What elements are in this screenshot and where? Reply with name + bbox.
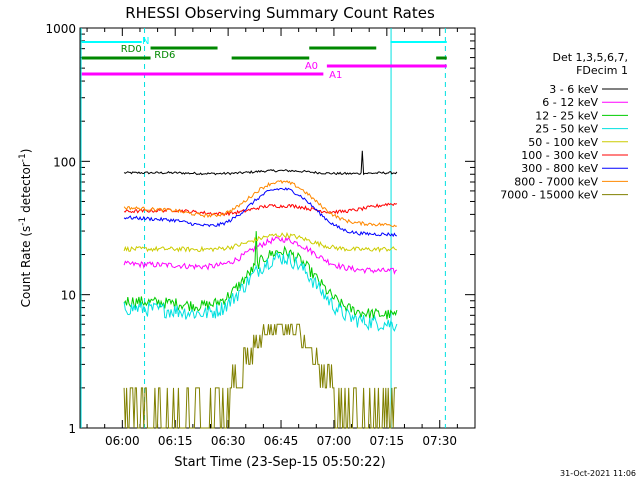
flag-label-a0: A0 [305, 61, 318, 72]
svg-text:Count Rate (s-1 detector-1): Count Rate (s-1 detector-1) [18, 149, 33, 308]
legend-entry-label: 25 - 50 keV [535, 123, 598, 136]
y-label-part: Count Rate (s [19, 226, 33, 308]
series-line [123, 150, 398, 176]
x-tick-label: 06:30 [211, 434, 246, 448]
flag-label-n: N [142, 36, 149, 47]
x-axis-label: Start Time (23-Sep-15 05:50:22) [174, 455, 385, 470]
y-tick-label: 10 [61, 289, 76, 303]
flag-label-rd6: RD6 [154, 50, 175, 61]
legend-title: FDecim 1 [576, 64, 628, 77]
flag-label-rd0: RD0 [121, 44, 142, 55]
legend-entry-label: 50 - 100 keV [528, 136, 598, 149]
y-label-part: ) [19, 149, 33, 154]
legend-entry-label: 800 - 7000 keV [514, 175, 598, 188]
legend-entry-label: 12 - 25 keV [535, 109, 598, 122]
y-tick-label: 100 [53, 155, 76, 169]
plot-frame [79, 27, 476, 429]
x-tick-label: 06:15 [158, 434, 193, 448]
y-label-sup: -1 [18, 153, 28, 162]
series-line [123, 179, 398, 228]
x-tick-label: 07:00 [317, 434, 352, 448]
x-tick-label: 06:00 [105, 434, 140, 448]
x-tick-label: 07:30 [422, 434, 457, 448]
legend-title: Det 1,3,5,6,7, [552, 51, 628, 64]
series-line [123, 231, 398, 253]
legend-entry-label: 100 - 300 keV [521, 149, 598, 162]
flag-label-a1: A1 [329, 70, 342, 81]
y-tick-label: 1000 [45, 22, 76, 36]
series-line [123, 323, 397, 429]
data-series [123, 150, 398, 429]
series-line [123, 187, 398, 238]
x-tick-label: 07:15 [370, 434, 405, 448]
saa-lines [80, 28, 446, 428]
y-label-sup: -1 [18, 217, 28, 226]
axis-ticks: 06:00 06:15 06:30 06:45 07:00 07:15 07:30 1 10 10… [45, 22, 475, 448]
series-line [123, 251, 398, 332]
legend-entry-label: 3 - 6 keV [549, 83, 598, 96]
series-line [123, 231, 398, 320]
series-line [123, 236, 398, 275]
legend-entry-label: 7000 - 15000 keV [500, 189, 598, 202]
x-tick-label: 06:45 [264, 434, 299, 448]
y-tick-label: 1 [68, 422, 76, 436]
y-label-part: detector [19, 162, 33, 217]
y-axis-label: Count Rate (s-1 detector-1) [18, 149, 33, 308]
legend-entry-label: 300 - 800 keV [521, 162, 598, 175]
chart-title: RHESSI Observing Summary Count Rates [125, 4, 435, 22]
legend-entry-label: 6 - 12 keV [542, 96, 598, 109]
footer-date: 31-Oct-2021 11:06 [560, 469, 636, 478]
